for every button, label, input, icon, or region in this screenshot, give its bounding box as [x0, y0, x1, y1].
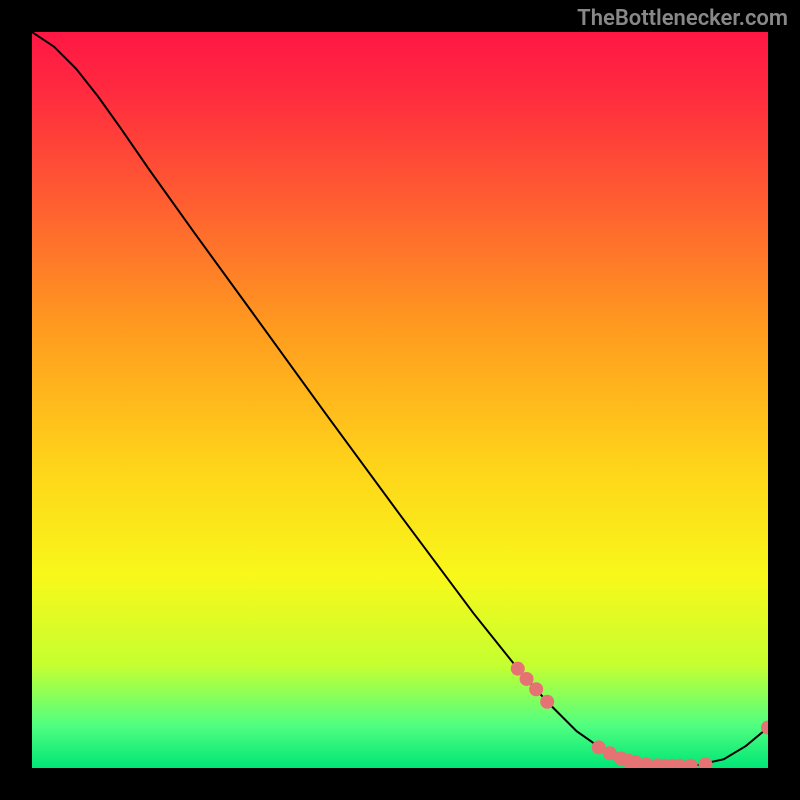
plot-svg — [32, 32, 768, 768]
watermark: TheBottlenecker.com — [577, 6, 788, 31]
chart-root: TheBottlenecker.com — [0, 0, 800, 800]
data-point — [520, 672, 534, 686]
plot-area — [32, 32, 768, 768]
data-point — [529, 682, 543, 696]
gradient-background — [32, 32, 768, 768]
data-point — [540, 695, 554, 709]
